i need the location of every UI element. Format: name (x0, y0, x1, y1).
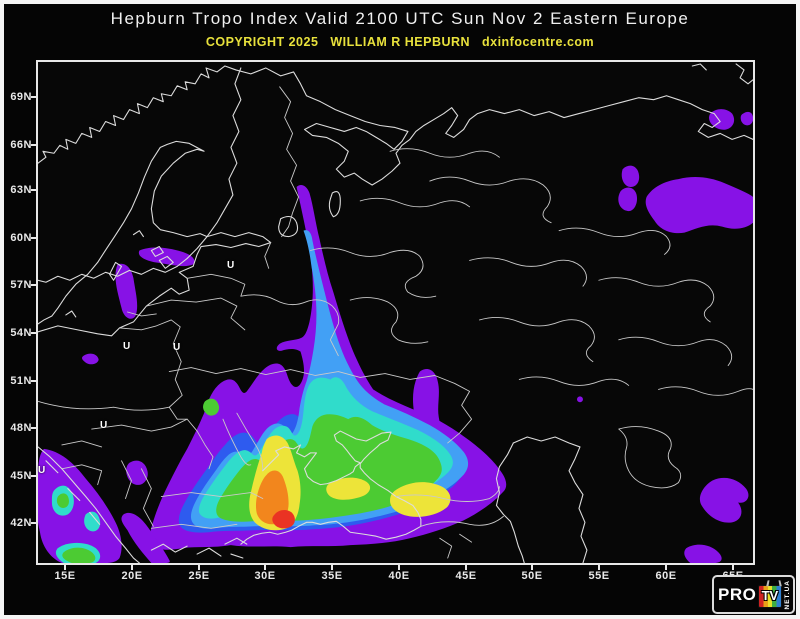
lon-tick (531, 565, 533, 570)
lat-label: 45N (10, 470, 32, 482)
tropo-blobs (38, 109, 753, 563)
lon-tick (131, 565, 133, 570)
station-marker: U (227, 260, 235, 271)
tropo-blob-purple-satellite (621, 165, 640, 188)
lat-label: 54N (10, 327, 32, 339)
station-marker: U (38, 465, 46, 476)
protv-logo-text: PRO (718, 584, 757, 604)
tropo-blob-cyan-adriatic2 (84, 511, 101, 532)
tropo-blob-purple-southeast (699, 477, 749, 523)
lat-tick (31, 96, 36, 98)
tropo-blob-purple-satellite (740, 111, 753, 126)
lon-label: 45E (455, 570, 477, 582)
lon-label: 60E (655, 570, 677, 582)
tropo-blob-yellow-right (390, 482, 451, 517)
tropo-blob-purple-satellite (618, 187, 638, 212)
lat-label: 63N (10, 184, 32, 196)
protv-logo: PRO TV NET.UA (712, 575, 795, 614)
lat-tick (31, 144, 36, 146)
lon-tick (331, 565, 333, 570)
lon-label: 15E (54, 570, 76, 582)
lon-label: 50E (521, 570, 543, 582)
tropo-blob-red (272, 509, 295, 529)
lat-tick (31, 284, 36, 286)
coastlines (38, 63, 753, 563)
lat-label: 66N (10, 139, 32, 151)
station-marker: U (100, 420, 108, 431)
lat-label: 48N (10, 422, 32, 434)
lon-tick (465, 565, 467, 570)
lat-tick (31, 332, 36, 334)
lat-label: 69N (10, 91, 32, 103)
lon-tick (732, 565, 734, 570)
map-svg (38, 63, 753, 563)
lat-label: 42N (10, 517, 32, 529)
tv-icon-label: TV (761, 587, 779, 603)
tv-icon: TV (758, 584, 782, 608)
station-marker: U (173, 342, 181, 353)
tropo-map (36, 60, 755, 565)
tropo-blob-purple-southeast (684, 544, 722, 563)
lat-label: 60N (10, 232, 32, 244)
lon-label: 20E (121, 570, 143, 582)
tropo-blob-purple-dash (82, 353, 99, 365)
tropo-blob-purple-balkan-streak (121, 512, 170, 563)
lon-tick (64, 565, 66, 570)
lat-label: 51N (10, 375, 32, 387)
copyright-line: COPYRIGHT 2025 WILLIAM R HEPBURN dxinfoc… (205, 35, 595, 49)
lat-tick (31, 522, 36, 524)
tropo-blob-green-nw (203, 398, 220, 416)
tropo-blob-purple-dot (576, 396, 583, 403)
tropo-blob-purple-hungary (126, 460, 148, 485)
lon-label: 35E (321, 570, 343, 582)
lat-tick (31, 380, 36, 382)
tropo-blob-purple-baltic (115, 263, 138, 319)
tropo-blob-purple-northeast (645, 177, 753, 234)
lon-tick (665, 565, 667, 570)
lon-label: 25E (188, 570, 210, 582)
tropo-blob-purple-adriatic (38, 448, 122, 563)
netua-label: NET.UA (783, 579, 791, 610)
lon-tick (398, 565, 400, 570)
lon-tick (598, 565, 600, 570)
lon-label: 55E (588, 570, 610, 582)
lon-tick (198, 565, 200, 570)
lat-tick (31, 189, 36, 191)
lon-label: 40E (388, 570, 410, 582)
tropo-blob-green-adriatic2 (62, 547, 96, 563)
lon-tick (264, 565, 266, 570)
lat-tick (31, 475, 36, 477)
lon-label: 30E (254, 570, 276, 582)
lat-tick (31, 237, 36, 239)
station-marker: U (123, 341, 131, 352)
tropo-blob-yellow-mid (326, 477, 371, 500)
tropo-blob-green-adriatic (56, 493, 69, 508)
page-title: Hepburn Tropo Index Valid 2100 UTC Sun N… (110, 9, 690, 28)
lat-tick (31, 427, 36, 429)
lat-label: 57N (10, 279, 32, 291)
